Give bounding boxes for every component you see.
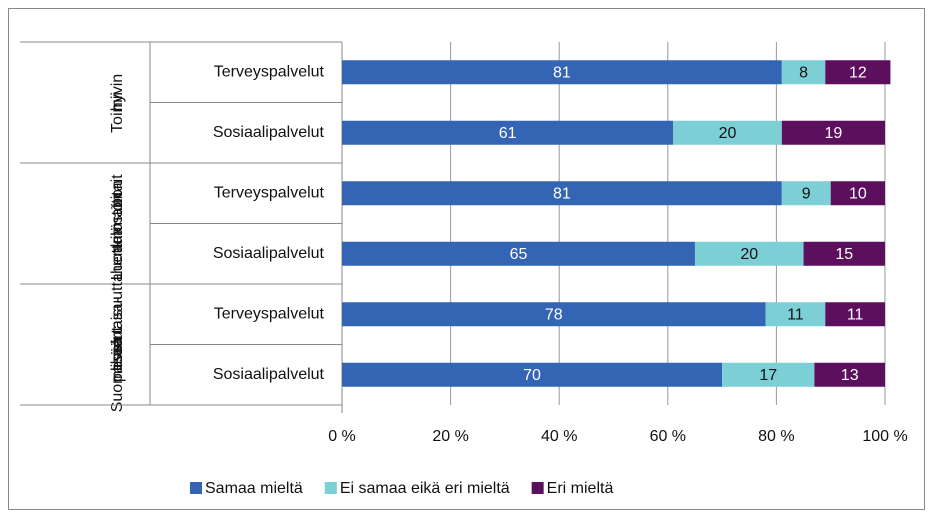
bar-segment <box>342 181 782 206</box>
legend-label: Samaa mieltä <box>205 480 303 497</box>
legend-swatch <box>324 482 337 494</box>
bar-segment <box>830 181 885 206</box>
value-label: 11 <box>787 306 804 323</box>
y-tick-label: Terveyspalvelut <box>214 184 325 201</box>
value-label: 10 <box>849 185 867 202</box>
group-label: Luottaahenkilöstönammattitaitoon <box>109 174 126 280</box>
bar-segment <box>803 241 885 266</box>
bar-segment <box>342 60 782 85</box>
group-label-line: Luottaa <box>109 227 126 280</box>
value-label: 17 <box>759 367 777 384</box>
x-tick-label: 60 % <box>650 428 686 445</box>
bar-segment <box>825 60 891 85</box>
y-tick-label: Terveyspalvelut <box>214 305 325 322</box>
group-label: Suomessapalvelutlisää tasa-vertaisuutta <box>109 273 126 412</box>
value-label: 70 <box>523 367 541 384</box>
group-label-line: henkilöstön <box>109 193 126 274</box>
value-label: 13 <box>841 367 859 384</box>
group-label-line: lisää tasa- <box>109 298 126 371</box>
value-label: 9 <box>802 185 811 202</box>
value-label: 12 <box>849 64 867 81</box>
group-label-line: ammattitait <box>109 174 126 253</box>
x-tick-label: 40 % <box>541 428 577 445</box>
bar-segment <box>342 362 723 387</box>
value-label: 20 <box>719 125 737 142</box>
bar-segment <box>722 362 815 387</box>
group-label-line: hyvin <box>109 74 126 111</box>
legend-label: Ei samaa eikä eri mieltä <box>340 480 510 497</box>
value-label: 78 <box>545 306 563 323</box>
bar-segment <box>814 362 885 387</box>
group-label-line: vertaisuutta <box>109 273 126 356</box>
bar-segment <box>765 302 826 327</box>
x-tick-label: 0 % <box>328 428 356 445</box>
group-label: Toimiihyvin <box>109 74 126 133</box>
group-label-line: Suomessa <box>109 337 126 413</box>
bar-segment <box>781 120 885 145</box>
value-label: 61 <box>499 125 517 142</box>
value-label: 19 <box>825 125 843 142</box>
value-label: 11 <box>847 306 864 323</box>
bar-segment <box>825 302 885 327</box>
value-label: 8 <box>799 64 808 81</box>
bar-segment <box>342 120 674 145</box>
x-tick-label: 80 % <box>758 428 794 445</box>
value-label: 20 <box>740 246 758 263</box>
bar-segment <box>673 120 782 145</box>
value-label: 81 <box>553 185 571 202</box>
x-tick-label: 20 % <box>432 428 468 445</box>
legend-swatch <box>190 482 202 494</box>
group-label-line: oon <box>109 180 126 207</box>
legend-swatch <box>531 482 544 494</box>
y-tick-label: Sosiaalipalvelut <box>213 366 325 383</box>
y-tick-label: Sosiaalipalvelut <box>213 245 325 262</box>
value-label: 15 <box>835 246 853 263</box>
bar-segment <box>694 241 804 266</box>
x-tick-label: 100 % <box>862 428 907 445</box>
group-label-line: palvelut <box>109 326 126 382</box>
value-label: 65 <box>510 246 528 263</box>
bar-segment <box>781 181 831 206</box>
y-tick-label: Terveyspalvelut <box>214 63 325 80</box>
y-tick-label: Sosiaalipalvelut <box>213 124 325 141</box>
legend-label: Eri mieltä <box>547 480 614 497</box>
bar-segment <box>342 302 766 327</box>
group-label-line: Toimii <box>109 92 126 133</box>
bar-segment <box>342 241 695 266</box>
bar-segment <box>781 60 826 85</box>
value-label: 81 <box>553 64 571 81</box>
